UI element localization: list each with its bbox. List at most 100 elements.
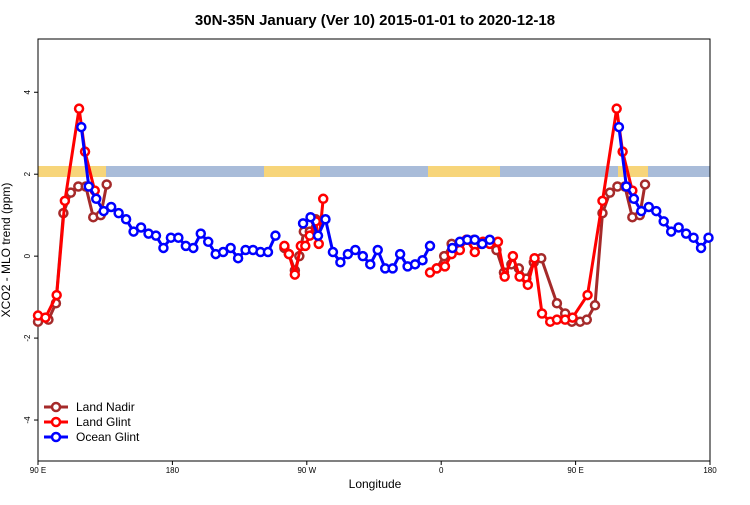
x-tick-label: 0 xyxy=(439,466,444,475)
data-point xyxy=(90,193,102,205)
data-point xyxy=(202,236,214,248)
data-point xyxy=(514,271,525,282)
legend-marker xyxy=(50,431,62,443)
data-point xyxy=(327,246,339,258)
x-tick-label: 90 E xyxy=(30,466,46,475)
data-point xyxy=(673,222,684,233)
x-tick-label: 180 xyxy=(703,466,717,475)
data-point xyxy=(225,242,236,254)
data-point xyxy=(158,242,169,254)
data-point xyxy=(350,244,361,256)
data-point xyxy=(658,216,669,227)
y-tick-label: -2 xyxy=(23,334,32,342)
data-point xyxy=(507,250,519,262)
data-point xyxy=(105,201,117,213)
legend-label: Ocean Glint xyxy=(76,430,140,444)
data-point xyxy=(529,252,540,264)
data-point xyxy=(551,314,563,325)
land-band xyxy=(428,166,500,177)
data-point xyxy=(40,312,51,323)
data-point xyxy=(387,263,398,274)
data-point xyxy=(492,236,504,248)
data-point xyxy=(128,226,139,237)
legend-marker xyxy=(50,416,62,428)
data-point xyxy=(217,246,229,258)
series-line xyxy=(79,126,710,270)
y-tick-label: -4 xyxy=(23,416,32,424)
data-point xyxy=(636,205,647,217)
data-point xyxy=(313,238,324,250)
data-point xyxy=(188,242,199,254)
data-point xyxy=(484,234,495,246)
data-point xyxy=(611,103,622,114)
data-point xyxy=(101,179,112,190)
data-point xyxy=(469,234,481,246)
data-point xyxy=(447,242,458,254)
y-tick-label: 0 xyxy=(23,253,32,258)
data-point xyxy=(76,121,87,133)
data-point xyxy=(51,289,62,301)
data-point xyxy=(417,254,428,266)
x-tick-label: 90 W xyxy=(297,466,316,475)
land-band xyxy=(618,166,648,177)
legend-label: Land Nadir xyxy=(76,400,135,414)
data-point xyxy=(342,248,354,260)
data-point xyxy=(613,121,625,133)
data-point xyxy=(113,207,124,219)
data-point xyxy=(289,269,301,280)
data-point xyxy=(424,240,436,252)
y-tick-label: 4 xyxy=(23,89,32,94)
data-point xyxy=(639,179,651,190)
data-point xyxy=(150,230,162,241)
data-point xyxy=(365,259,376,270)
data-point xyxy=(312,230,324,241)
data-point xyxy=(665,226,677,237)
x-tick-label: 90 E xyxy=(567,466,583,475)
data-point xyxy=(372,244,383,256)
land-band xyxy=(38,166,106,177)
data-point xyxy=(431,263,442,274)
data-point xyxy=(680,228,692,239)
data-point xyxy=(522,279,534,291)
data-point xyxy=(232,252,244,264)
data-point xyxy=(304,230,316,241)
legend-marker xyxy=(50,401,62,413)
data-point xyxy=(703,232,714,243)
data-point xyxy=(581,314,593,325)
land-band xyxy=(264,166,320,177)
data-point xyxy=(628,193,640,205)
data-point xyxy=(567,312,578,323)
data-point xyxy=(335,257,346,268)
data-point xyxy=(73,103,85,114)
data-point xyxy=(270,230,281,241)
data-point xyxy=(589,300,601,311)
data-point xyxy=(120,214,132,225)
data-point xyxy=(439,261,451,272)
data-point xyxy=(582,289,593,301)
data-point xyxy=(688,232,699,243)
chart-title: 30N-35N January (Ver 10) 2015-01-01 to 2… xyxy=(195,12,555,29)
data-point xyxy=(469,246,481,258)
y-tick-label: 2 xyxy=(23,171,32,176)
data-point xyxy=(173,232,184,243)
data-point xyxy=(279,240,290,252)
data-point xyxy=(300,240,311,252)
data-point xyxy=(409,259,421,270)
data-point xyxy=(650,205,662,217)
surface-band xyxy=(38,166,710,177)
x-axis-label: Longitude xyxy=(349,477,402,491)
data-point xyxy=(98,205,109,217)
data-point xyxy=(604,187,616,198)
plot-frame xyxy=(37,38,711,462)
y-axis-label: XCO2 - MLO trend (ppm) xyxy=(0,183,13,318)
data-point xyxy=(305,211,316,223)
data-point xyxy=(59,195,71,207)
data-point xyxy=(262,246,274,258)
data-point xyxy=(283,248,295,260)
legend-label: Land Glint xyxy=(76,415,131,429)
data-point xyxy=(695,242,707,254)
data-point xyxy=(536,308,548,319)
data-point xyxy=(317,193,329,205)
data-point xyxy=(83,181,95,192)
